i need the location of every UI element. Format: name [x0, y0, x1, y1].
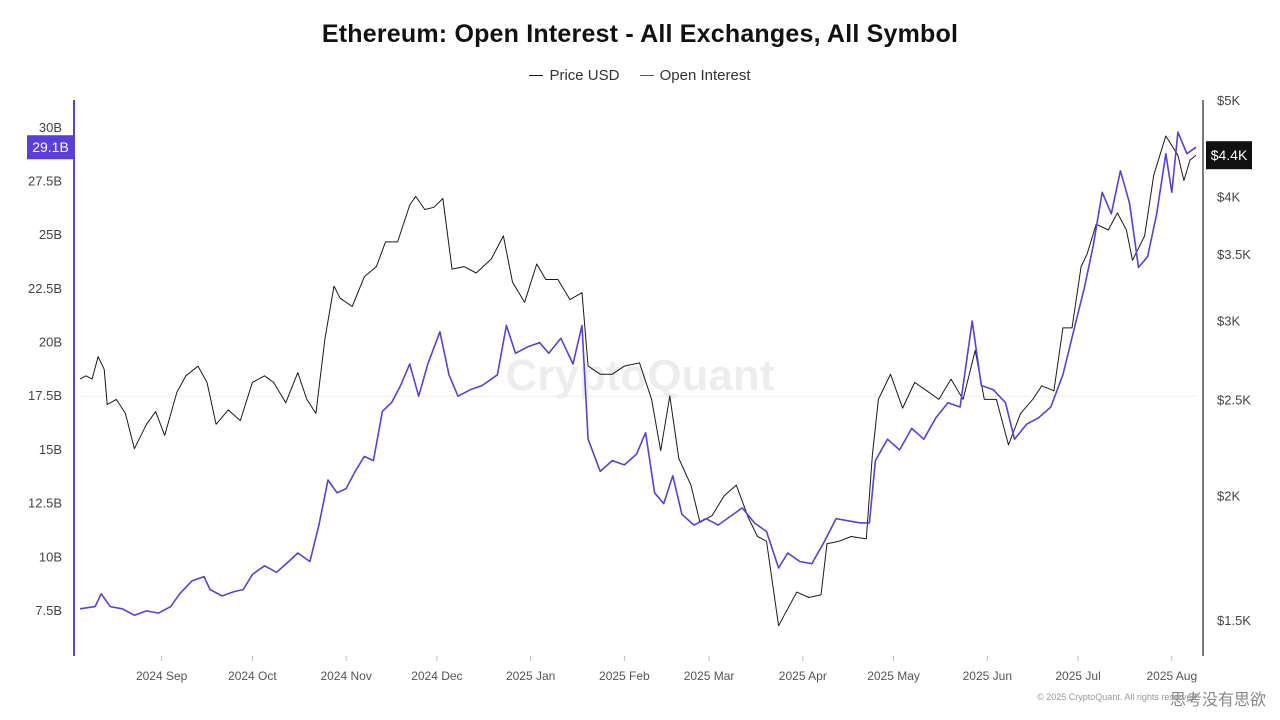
right-tick-label: $2.5K [1217, 392, 1251, 407]
right-tick-label: $1.5K [1217, 613, 1251, 628]
legend-label-price: Price USD [549, 67, 620, 84]
x-tick-label: 2024 Nov [320, 669, 371, 683]
x-tick-label: 2025 Aug [1146, 669, 1197, 683]
left-tick-label: 10B [39, 549, 62, 564]
x-tick-label: 2025 Mar [684, 669, 735, 683]
series-line-open-interest [79, 131, 1197, 616]
x-tick-label: 2025 Feb [599, 669, 650, 683]
chart-title: Ethereum: Open Interest - All Exchanges,… [321, 20, 959, 48]
badges-group: 29.1B $4.4K [27, 135, 1252, 170]
series-group [79, 131, 1197, 627]
left-tick-label: 12.5B [28, 496, 62, 511]
legend-item-open-interest[interactable]: Open Interest [639, 67, 751, 84]
x-tick-label: 2025 Apr [779, 669, 827, 683]
legend-swatch-price [529, 75, 544, 76]
source-text: © 2025 CryptoQuant. All rights reserved. [1037, 692, 1199, 702]
right-tick-label: $2K [1217, 489, 1240, 504]
x-tick-label: 2025 May [867, 669, 920, 683]
left-tick-label: 7.5B [35, 603, 62, 618]
x-tick-label: 2024 Oct [228, 669, 277, 683]
corner-badge: 思考没有思欲 [1169, 692, 1266, 709]
x-tick-label: 2025 Jul [1055, 669, 1100, 683]
left-tick-label: 17.5B [28, 388, 62, 403]
legend-swatch-open-interest [639, 75, 654, 76]
watermark-text: CryptoQuant [506, 351, 775, 400]
x-tick-label: 2025 Jan [506, 669, 555, 683]
chart-legend: Price USD Open Interest [0, 63, 1280, 84]
left-tick-label: 22.5B [28, 281, 62, 296]
right-current-label: $4.4K [1211, 147, 1248, 163]
left-tick-label: 20B [39, 335, 62, 350]
x-tick-label: 2024 Sep [136, 669, 188, 683]
right-tick-label: $3.5K [1217, 247, 1251, 262]
watermark-group: CryptoQuant © 2025 CryptoQuant. All right… [506, 351, 1199, 702]
x-tick-label: 2025 Jun [963, 669, 1012, 683]
legend-label-open-interest: Open Interest [659, 67, 751, 84]
right-tick-label: $3K [1217, 314, 1240, 329]
legend-item-price[interactable]: Price USD [529, 67, 619, 84]
right-current-badge [1206, 141, 1252, 170]
left-tick-label: 30B [39, 120, 62, 135]
right-tick-label: $4K [1217, 189, 1240, 204]
right-tick-label: $5K [1217, 93, 1240, 108]
left-tick-label: 25B [39, 227, 62, 242]
left-tick-label: 27.5B [28, 174, 62, 189]
left-current-label: 29.1B [32, 139, 69, 155]
left-tick-label: 15B [39, 442, 62, 457]
x-tick-label: 2024 Dec [411, 669, 462, 683]
left-current-badge [27, 135, 74, 160]
series-line-price-usd [79, 135, 1197, 627]
axes-group: 7.5B 10B 12.5B 15B 17.5B 20B 22.5B 25B 27.5B 30B $… [28, 93, 1251, 683]
